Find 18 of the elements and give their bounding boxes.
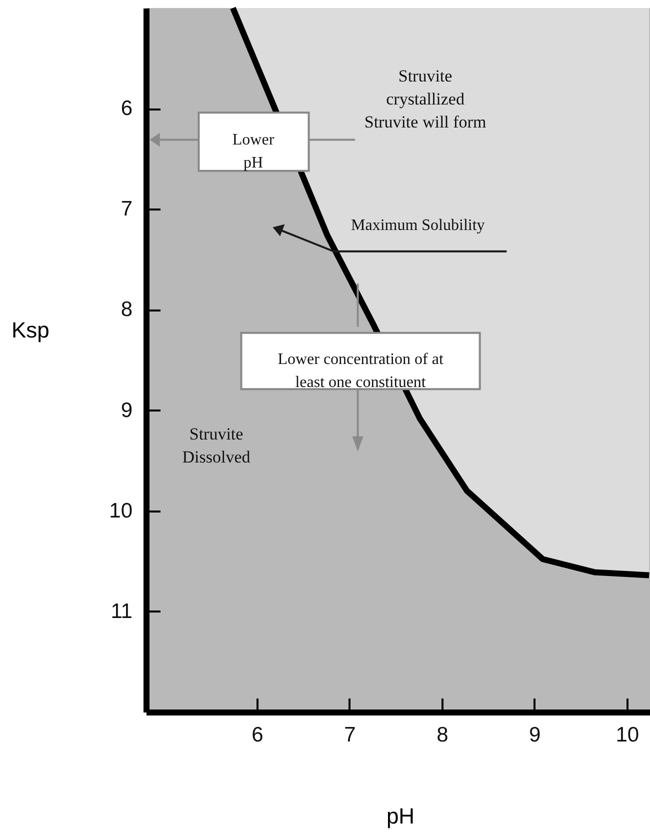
y-tick-label: 8 — [120, 298, 132, 322]
annotation: Lower pH — [232, 132, 275, 172]
x-tick-label: 6 — [252, 724, 264, 746]
y-tick-label: 6 — [120, 97, 132, 120]
x-tick-label: 8 — [436, 724, 448, 746]
x-tick-label: 7 — [344, 724, 356, 746]
x-tick-label: 10 — [616, 724, 640, 746]
y-tick-label: 9 — [120, 398, 132, 422]
annotation: Struvite Dissolved — [182, 424, 251, 466]
y-tick-label: 7 — [120, 198, 132, 221]
y-tick-label: 10 — [109, 499, 132, 522]
annotation: Lower concentration of at least one constituent — [278, 350, 444, 391]
x-axis-title: pH — [386, 804, 415, 828]
x-tick-label: 9 — [529, 724, 541, 746]
annotation: Struvite crystallized Struvite will form — [364, 66, 486, 132]
y-axis-title: Ksp — [12, 318, 50, 342]
annotation: Maximum Solubility — [350, 217, 485, 234]
y-tick-label: 11 — [110, 600, 132, 623]
